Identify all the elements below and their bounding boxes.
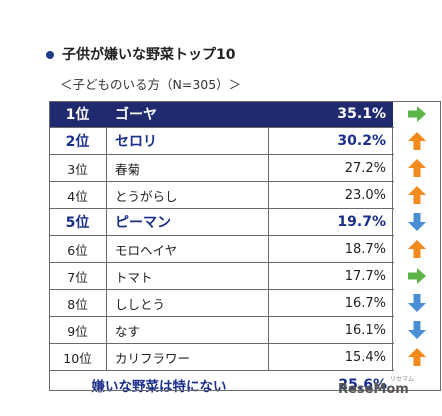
trend-down-icon <box>408 294 426 312</box>
vegetable-name: セロリ <box>107 128 269 154</box>
table-row: 3位 春菊 27.2% <box>49 155 426 182</box>
trend-arrow-shape <box>408 159 426 177</box>
percentage-value: 30.2% <box>269 128 393 154</box>
summary-label: 嫌いな野菜は特にない <box>91 378 227 395</box>
ranking-table: 1位 ゴーヤ 35.1% 2位 セロリ 30.2% 3位 春菊 27.2% 4位 とうがらし 23.0… <box>49 101 441 398</box>
percentage-value: 16.1% <box>269 317 393 343</box>
vegetable-name: カリフラワー <box>107 344 269 370</box>
table-row: 9位 なす 16.1% <box>49 317 426 344</box>
percentage-value: 18.7% <box>269 236 393 262</box>
rank-label: 6位 <box>49 236 107 262</box>
trend-down-icon <box>408 213 426 231</box>
trend-same-icon <box>408 106 426 122</box>
table-row: 10位 カリフラワー 15.4% <box>49 344 426 371</box>
summary-value: 25.6% <box>338 376 387 393</box>
trend-arrow-shape <box>408 348 426 366</box>
trend-up-icon <box>408 240 426 258</box>
vegetable-name: ゴーヤ <box>107 101 269 127</box>
trend-cell <box>393 317 441 343</box>
vegetable-name: トマト <box>107 263 269 289</box>
rank-label: 2位 <box>49 128 107 154</box>
trend-arrow-shape <box>408 132 426 150</box>
chart-title: 子供が嫌いな野菜トップ10 <box>62 47 236 63</box>
trend-cell <box>393 290 441 316</box>
rank-label: 4位 <box>49 182 107 208</box>
vegetable-name: モロヘイヤ <box>107 236 269 262</box>
trend-cell <box>393 101 441 127</box>
table-row: 8位 ししとう 16.7% <box>49 290 426 317</box>
percentage-value: 35.1% <box>269 101 393 127</box>
trend-cell <box>393 209 441 235</box>
rank-label: 7位 <box>49 263 107 289</box>
table-row: 7位 トマト 17.7% <box>49 263 426 290</box>
rank-label: 10位 <box>49 344 107 370</box>
trend-cell <box>393 128 441 154</box>
vegetable-name: とうがらし <box>107 182 269 208</box>
trend-arrow-shape <box>408 186 426 204</box>
percentage-value: 16.7% <box>269 290 393 316</box>
rank-label: 3位 <box>49 155 107 181</box>
vegetable-name: 春菊 <box>107 155 269 181</box>
percentage-value: 17.7% <box>269 263 393 289</box>
trend-cell <box>393 182 441 208</box>
table-row: 1位 ゴーヤ 35.1% <box>49 101 441 128</box>
trend-arrow-shape <box>408 106 426 122</box>
table-row: 4位 とうがらし 23.0% <box>49 182 426 209</box>
trend-cell <box>393 344 441 370</box>
trend-down-icon <box>408 321 426 339</box>
vegetable-name: ししとう <box>107 290 269 316</box>
resemom-logo-sub: リセマム <box>390 376 415 383</box>
rank-label: 1位 <box>49 101 107 127</box>
trend-up-icon <box>408 132 426 150</box>
chart-subtitle: ＜子どものいる方（N=305）＞ <box>60 77 242 92</box>
table-row: 2位 セロリ 30.2% <box>49 128 426 155</box>
trend-cell <box>393 155 441 181</box>
trend-arrow-shape <box>408 294 426 312</box>
trend-arrow-shape <box>408 321 426 339</box>
trend-up-icon <box>408 159 426 177</box>
percentage-value: 27.2% <box>269 155 393 181</box>
title-bullet-icon <box>46 51 54 59</box>
trend-arrow-shape <box>408 213 426 231</box>
rank-label: 9位 <box>49 317 107 343</box>
table-row: 5位 ピーマン 19.7% <box>49 209 426 236</box>
resemom-logo: ReseMom リセマム <box>338 376 415 397</box>
percentage-value: 19.7% <box>269 209 393 235</box>
trend-same-icon <box>408 268 426 284</box>
rank-label: 5位 <box>49 209 107 235</box>
trend-arrow-shape <box>408 268 426 284</box>
percentage-value: 15.4% <box>269 344 393 370</box>
trend-up-icon <box>408 348 426 366</box>
trend-cell <box>393 236 441 262</box>
rank-label: 8位 <box>49 290 107 316</box>
trend-up-icon <box>408 186 426 204</box>
vegetable-name: ピーマン <box>107 209 269 235</box>
percentage-value: 23.0% <box>269 182 393 208</box>
trend-arrow-shape <box>408 240 426 258</box>
table-row: 6位 モロヘイヤ 18.7% <box>49 236 426 263</box>
trend-cell <box>393 263 441 289</box>
vegetable-name: なす <box>107 317 269 343</box>
